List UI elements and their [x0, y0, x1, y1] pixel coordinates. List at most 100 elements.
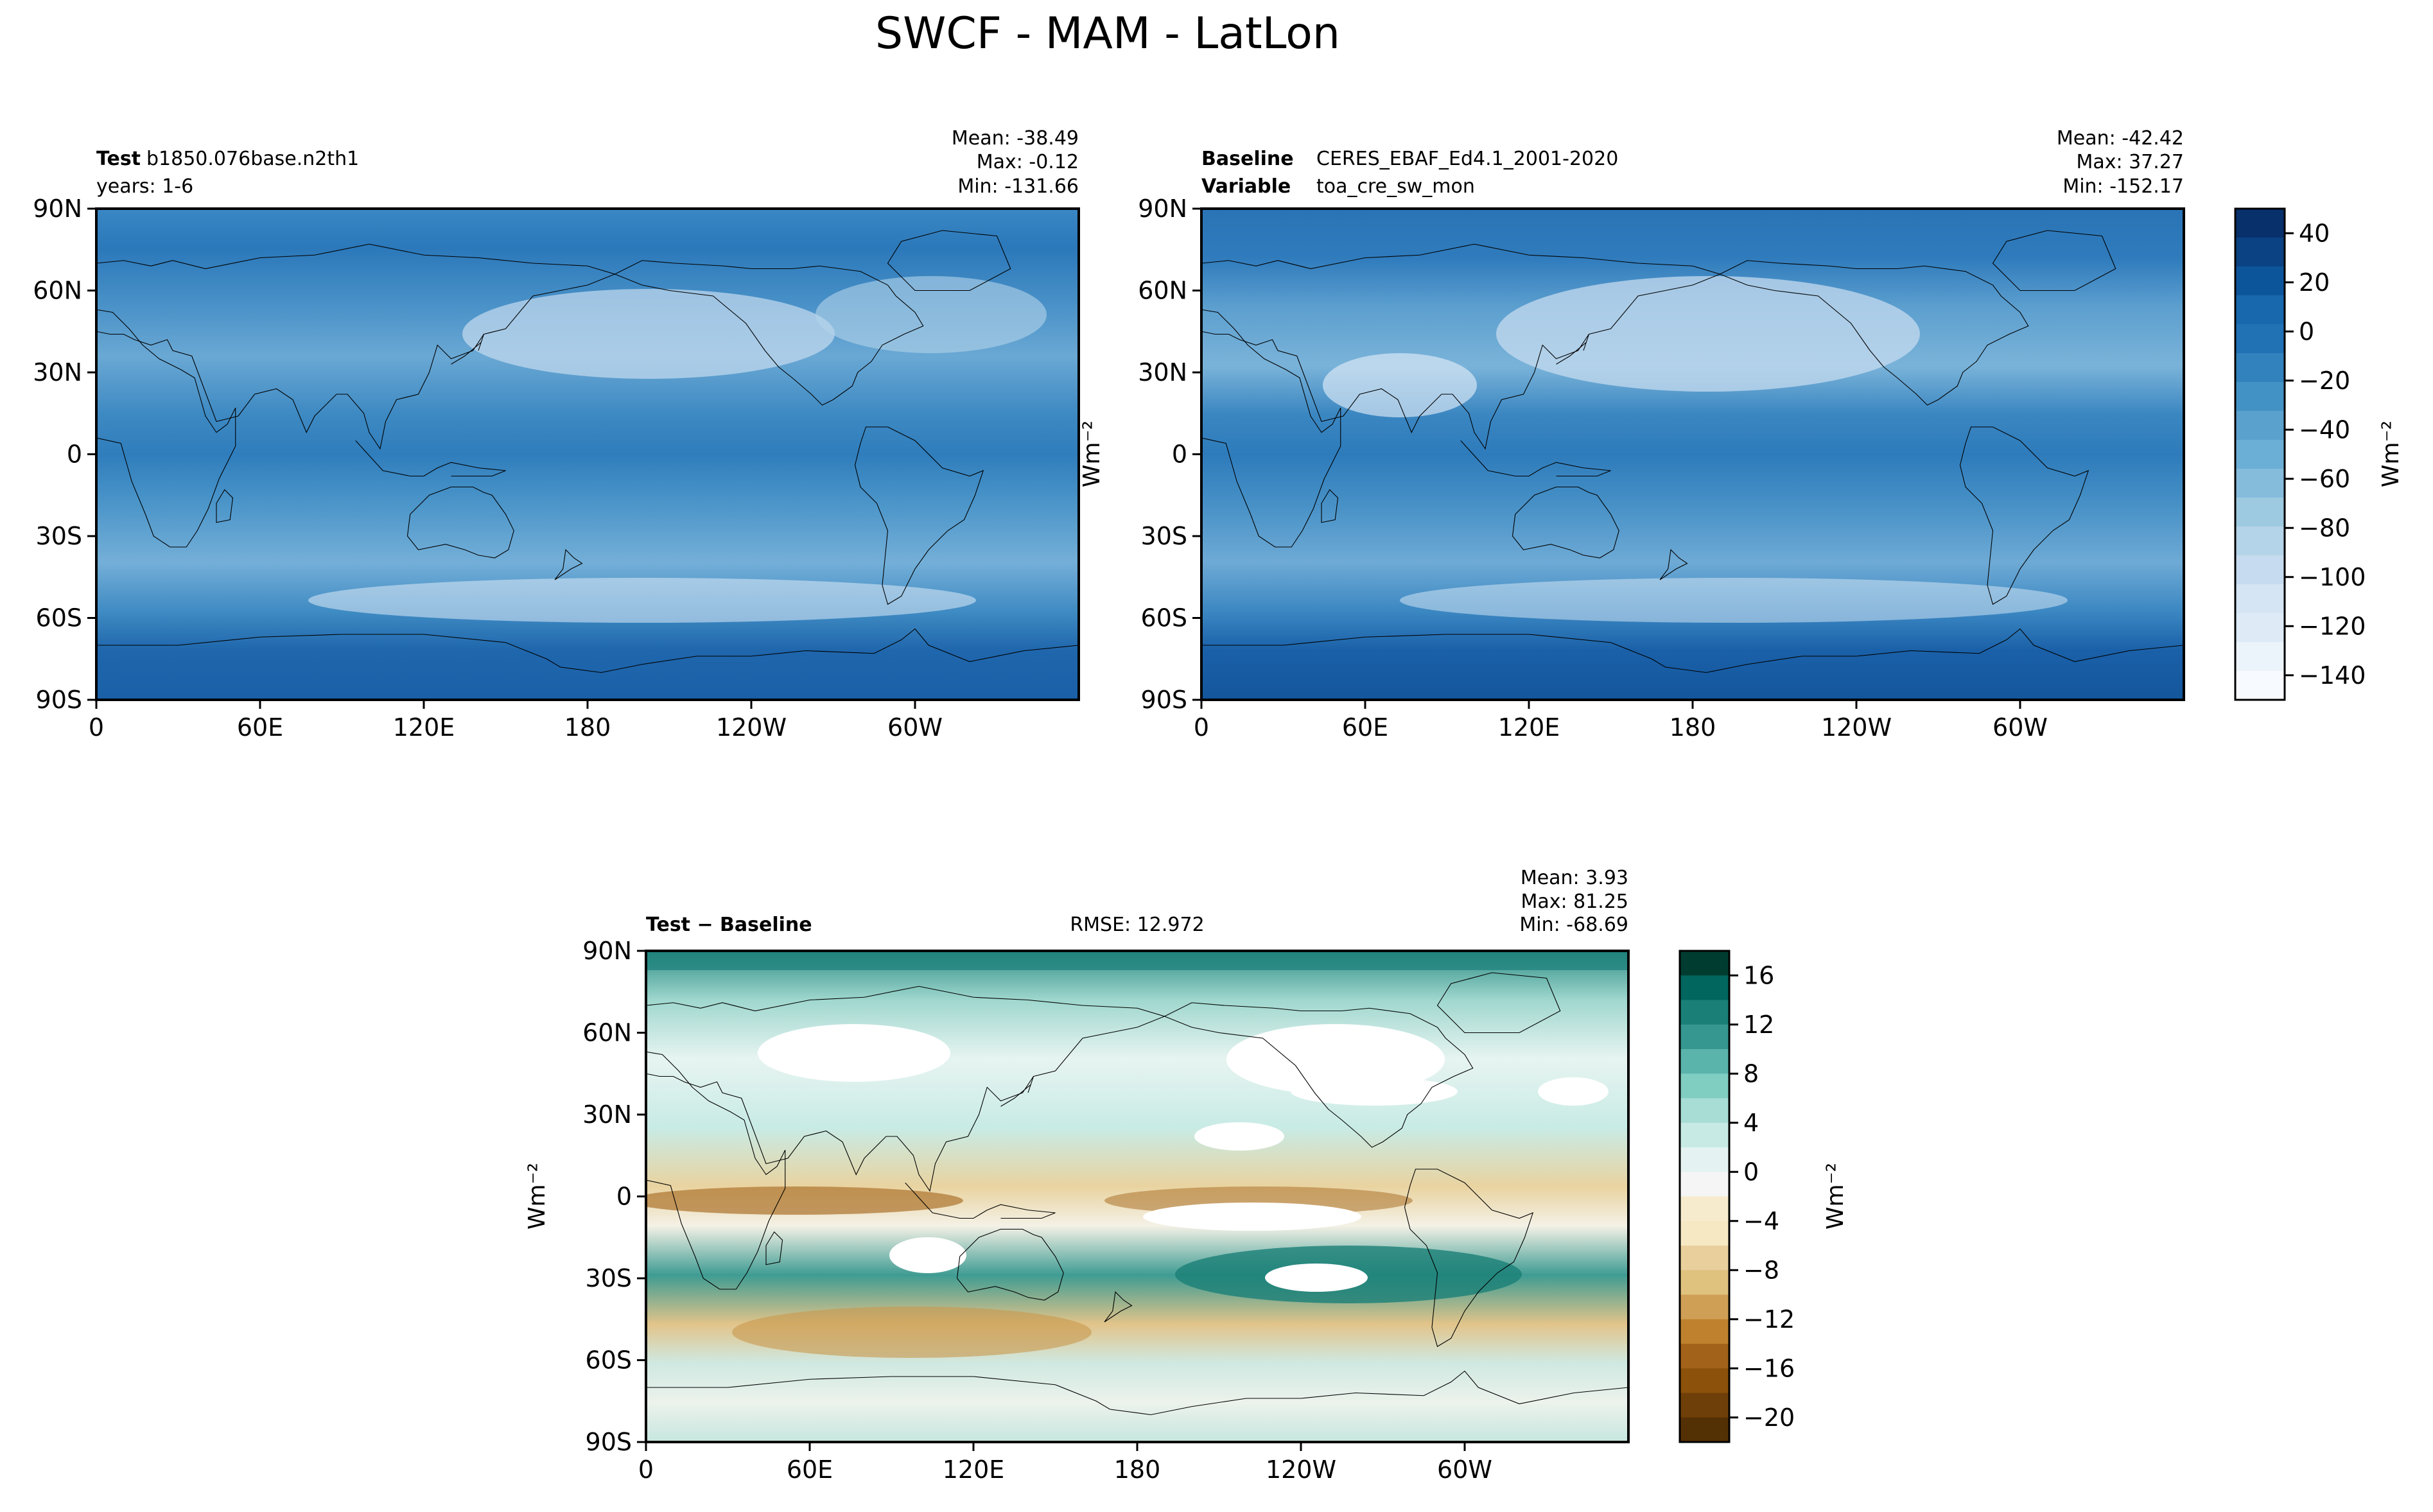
test-y-tick-label: 90N — [33, 195, 82, 223]
baseline-variable-value: toa_cre_sw_mon — [1316, 175, 1475, 198]
baseline-x-tick-label: 120E — [1498, 713, 1560, 742]
colorbar-top-label: Wm⁻² — [2378, 421, 2404, 487]
test-y-tick-label: 60S — [36, 604, 82, 632]
colorbar-tick-label: 8 — [1743, 1059, 1759, 1088]
baseline-max: Max: 37.27 — [2076, 151, 2184, 173]
colorbar-block — [2235, 555, 2285, 585]
colorbar-top-ticks: 40 20 0 −20 −40 −60 −80 −100 −120 −140 — [2285, 219, 2366, 690]
colorbar-block — [2235, 498, 2285, 527]
colorbar-block — [2235, 671, 2285, 700]
test-min: Min: -131.66 — [957, 175, 1079, 198]
colorbar-block — [2235, 209, 2285, 238]
diff-x-tick-label: 0 — [638, 1456, 654, 1484]
colorbar-tick-label: −120 — [2299, 612, 2366, 640]
baseline-x-tick-label: 180 — [1670, 713, 1716, 742]
diff-y-tick-label: 60N — [582, 1019, 632, 1047]
baseline-map-bright-patch — [1496, 276, 1920, 392]
diff-mean: Mean: 3.93 — [1521, 867, 1628, 889]
colorbar-bottom-frame — [1679, 950, 1731, 1443]
colorbar-tick-label: −20 — [1743, 1403, 1795, 1432]
baseline-min: Min: -152.17 — [2062, 175, 2184, 198]
baseline-ylabel: Wm⁻² — [1079, 421, 1105, 487]
diff-min: Min: -68.69 — [1519, 914, 1628, 936]
baseline-y-tick-label: 0 — [1172, 440, 1187, 469]
test-map-bright-patch — [308, 578, 976, 623]
colorbar-block — [1680, 1270, 1729, 1296]
colorbar-block — [2235, 266, 2285, 296]
diff-map-patch — [1143, 1203, 1361, 1231]
colorbar-block — [2235, 353, 2285, 383]
colorbar-block — [2235, 440, 2285, 469]
test-x-tick-label: 180 — [564, 713, 611, 742]
diff-map-patch — [1291, 1077, 1458, 1106]
colorbar-block — [1680, 1246, 1729, 1271]
baseline-y-tick-label: 90N — [1138, 195, 1187, 223]
colorbar-tick-label: −8 — [1743, 1256, 1779, 1284]
colorbar-top-blocks — [2235, 209, 2285, 700]
colorbar-tick-label: 0 — [2299, 317, 2314, 345]
test-y-tick-label: 30N — [33, 358, 82, 387]
colorbar-block — [1680, 1049, 1729, 1074]
colorbar-block — [2235, 642, 2285, 672]
colorbar-block — [1680, 1024, 1729, 1050]
test-x-tick-label: 120E — [393, 713, 455, 742]
baseline-x-tick-label: 120W — [1821, 713, 1892, 742]
colorbar-block — [2235, 411, 2285, 440]
colorbar-tick-label: −4 — [1743, 1207, 1779, 1235]
colorbar-tick-label: 20 — [2299, 268, 2330, 297]
colorbar-block — [1680, 1393, 1729, 1418]
baseline-mean: Mean: -42.42 — [2057, 127, 2184, 150]
baseline-x-tick-label: 60W — [1993, 713, 2048, 742]
diff-map-patch — [646, 1186, 963, 1215]
test-x-tick-label: 60E — [237, 713, 283, 742]
diff-x-tick-label: 60W — [1437, 1456, 1492, 1484]
baseline-panel: Baseline CERES_EBAF_Ed4.1_2001-2020 Vari… — [1079, 127, 2185, 701]
diff-y-tick-label: 30N — [582, 1100, 632, 1129]
colorbar-tick-label: 0 — [1743, 1158, 1759, 1186]
colorbar-block — [1680, 951, 1729, 976]
colorbar-block — [2235, 613, 2285, 643]
diff-y-tick-label: 60S — [586, 1346, 632, 1375]
colorbar-block — [2235, 584, 2285, 614]
baseline-y-tick-label: 60N — [1138, 277, 1187, 305]
baseline-map-bright-patch — [1400, 578, 2068, 623]
colorbar-tick-label: −40 — [2299, 415, 2350, 444]
colorbar-block — [2235, 295, 2285, 325]
colorbar-block — [2235, 526, 2285, 556]
diff-max: Max: 81.25 — [1521, 891, 1628, 913]
test-label-bold: Test — [96, 148, 141, 170]
colorbar-block — [1680, 1294, 1729, 1320]
colorbar-block — [2235, 324, 2285, 354]
colorbar-block — [1680, 1221, 1729, 1246]
baseline-map-bright-patch — [1323, 353, 1477, 417]
diff-label: Test − Baseline — [646, 914, 812, 936]
colorbar-tick-label: −60 — [2299, 465, 2350, 493]
colorbar-top-frame — [2234, 207, 2286, 701]
colorbar-tick-label: −100 — [2299, 563, 2366, 591]
diff-y-tick-label: 30S — [586, 1264, 632, 1292]
test-y-tick-label: 0 — [67, 440, 82, 469]
diff-ylabel: Wm⁻² — [524, 1163, 550, 1230]
diff-x-tick-label: 60E — [787, 1456, 833, 1484]
diff-map-patch — [889, 1237, 966, 1273]
colorbar-tick-label: 4 — [1743, 1109, 1759, 1137]
colorbar-block — [1680, 1196, 1729, 1222]
baseline-x-tick-label: 60E — [1342, 713, 1388, 742]
colorbar-block — [1680, 975, 1729, 1001]
colorbar-tick-label: −16 — [1743, 1354, 1795, 1382]
colorbar-block — [2235, 382, 2285, 412]
diff-map-patch — [646, 951, 1628, 970]
test-years: years: 1-6 — [96, 175, 193, 198]
diff-x-tick-label: 120W — [1266, 1456, 1336, 1484]
baseline-y-tick-label: 30N — [1138, 358, 1187, 387]
test-label-value: b1850.076base.n2th1 — [146, 148, 359, 170]
colorbar-bottom-label: Wm⁻² — [1822, 1163, 1849, 1230]
diff-map-patch — [1194, 1122, 1284, 1151]
diff-y-tick-label: 90N — [582, 937, 632, 965]
baseline-x-tick-label: 0 — [1194, 713, 1209, 742]
colorbar-block — [1680, 1122, 1729, 1148]
colorbar-block — [1680, 1073, 1729, 1099]
baseline-label-bold: Baseline — [1201, 148, 1294, 170]
diff-map-patch — [1226, 1024, 1445, 1095]
